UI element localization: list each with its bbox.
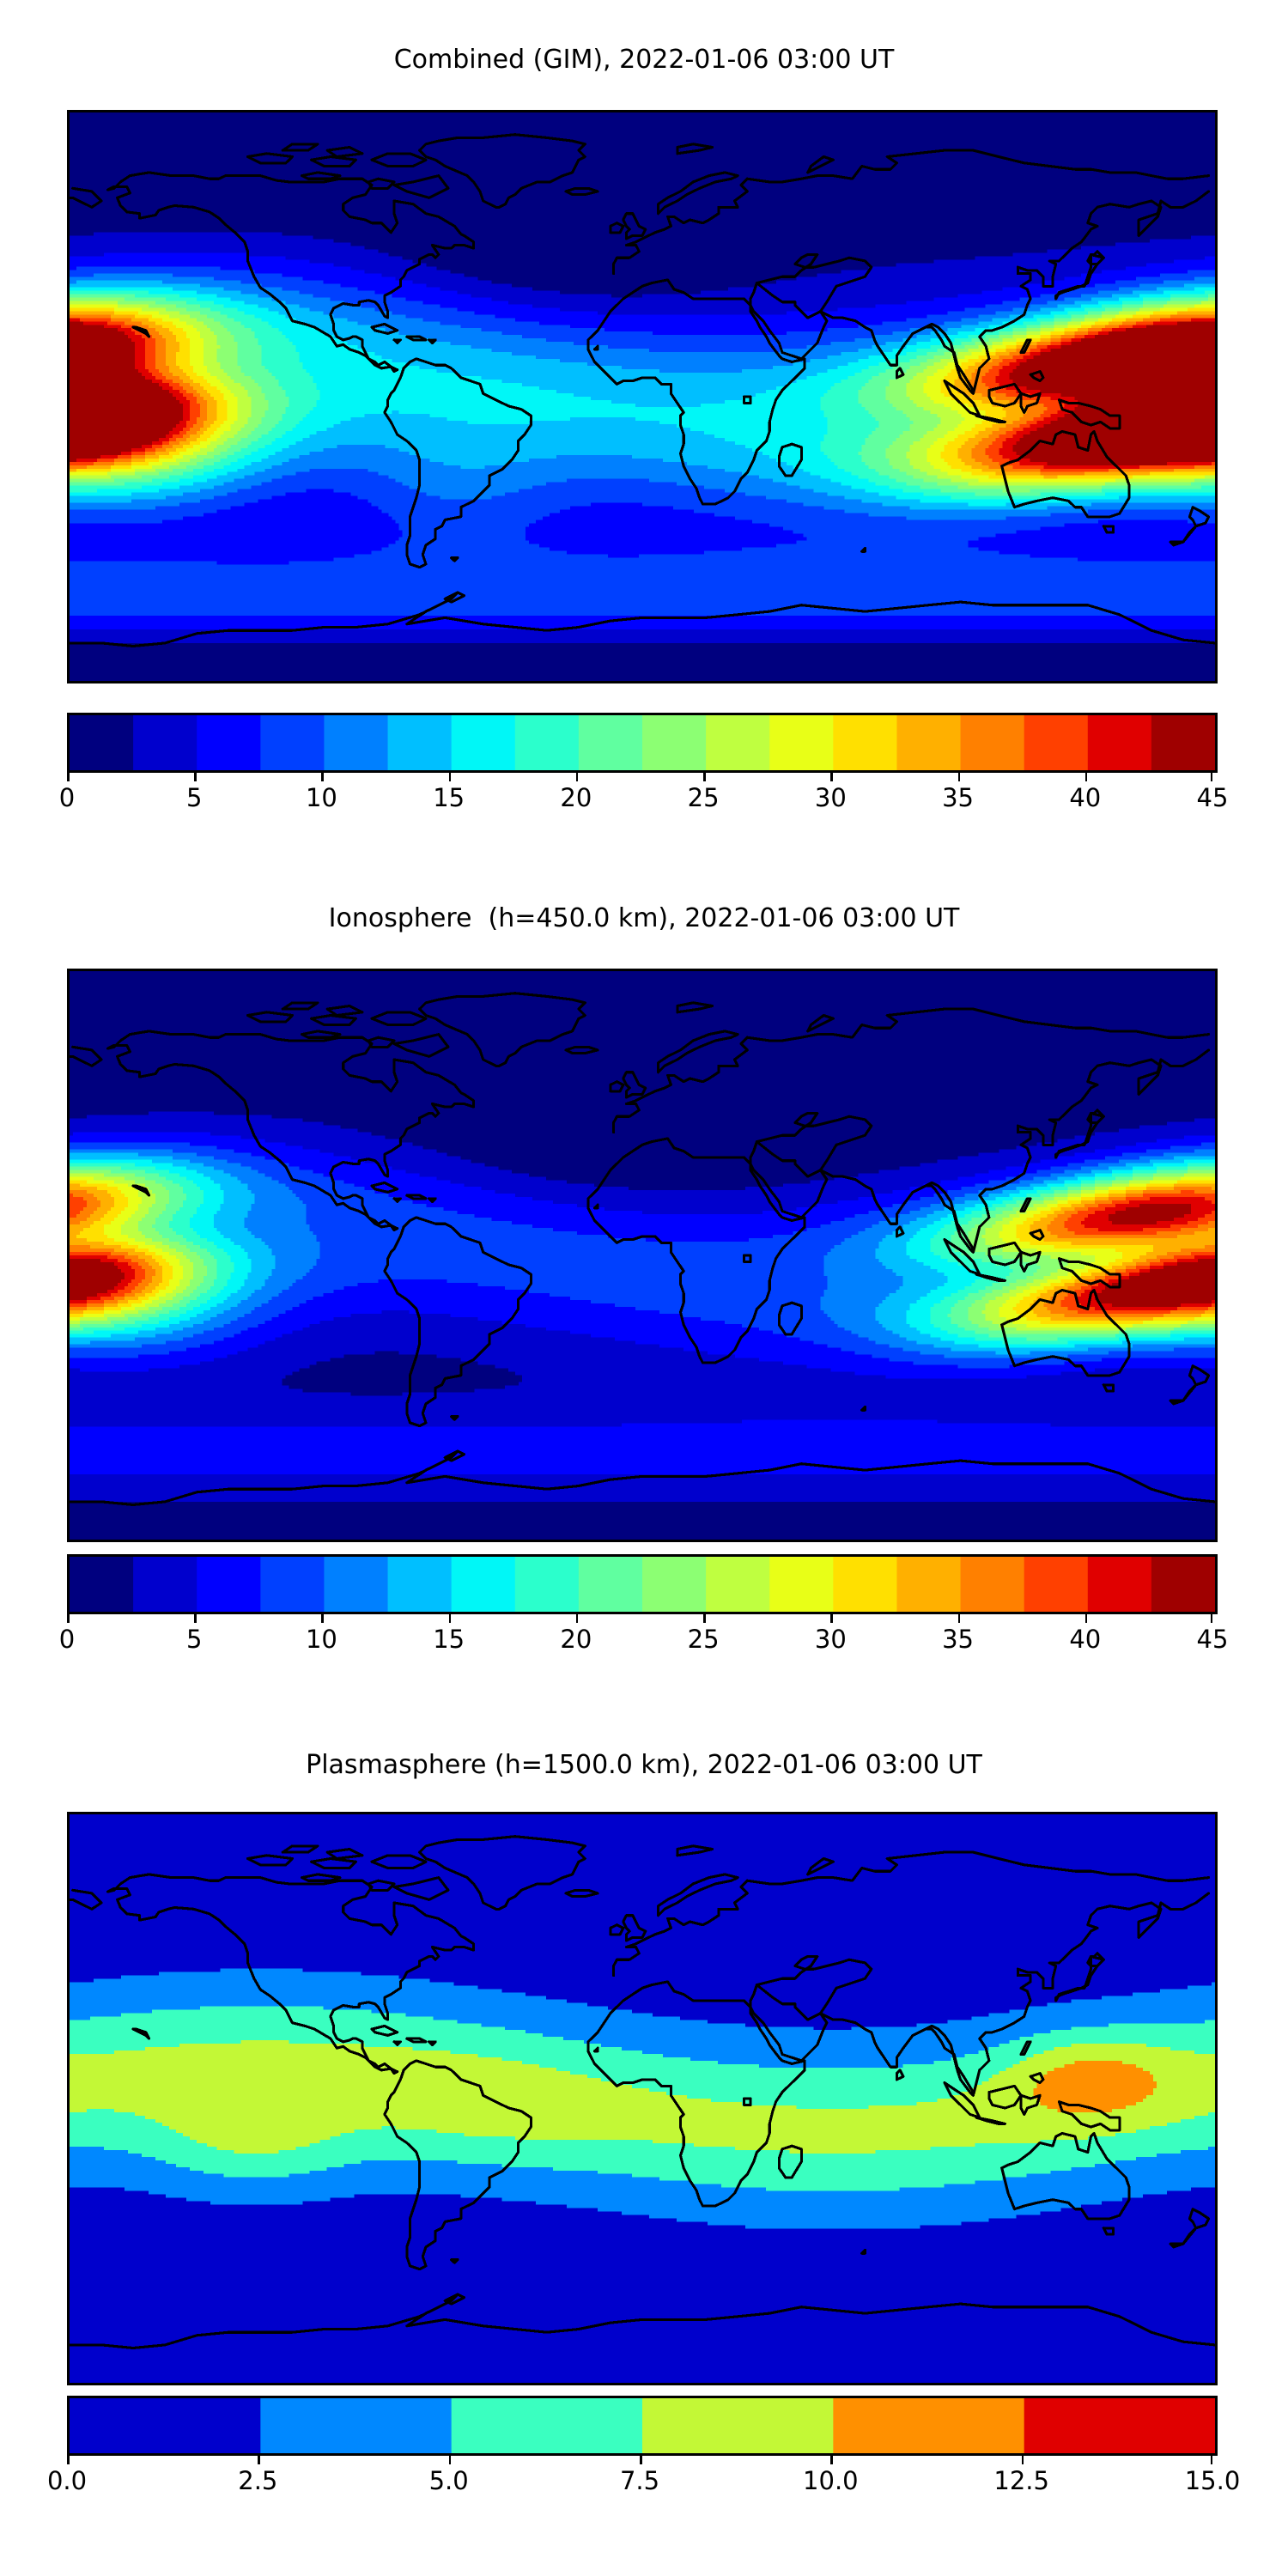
colorbar-tick-label: 30 (814, 1625, 847, 1654)
colorbar-tick-label: 0 (58, 783, 76, 812)
colorbar-tick-label: 10.0 (803, 2466, 859, 2495)
panel-title-combined: Combined (GIM), 2022-01-06 03:00 UT (393, 45, 895, 75)
map-ionosphere (67, 969, 1218, 1542)
colorbar-tick (258, 2453, 260, 2464)
colorbar-tick (830, 1612, 833, 1623)
map-plasmasphere (67, 1812, 1218, 2385)
coastlines (70, 992, 1215, 1507)
colorbar-tick-label: 7.5 (619, 2466, 660, 2495)
colorbar-tick-label: 45 (1196, 783, 1229, 812)
colorbar-tick (703, 1612, 706, 1623)
colorbar-tick-label: 35 (942, 1625, 974, 1654)
colorbar-tick (321, 1612, 324, 1623)
colorbar-tick (448, 2453, 452, 2464)
colorbar-tick (575, 770, 579, 781)
colorbar-tick (957, 1612, 961, 1623)
colorbar-ticks-combined (67, 770, 1212, 784)
colorbar-tick-label: 40 (1069, 783, 1102, 812)
colorbar-tick-label: 12.5 (993, 2466, 1049, 2495)
colorbar-tick (1210, 2453, 1212, 2464)
colorbar-tick-label: 5 (185, 783, 203, 812)
colorbar-tick-label: 35 (942, 783, 974, 812)
colorbar-labels-combined: 0 5 10 15 20 25 30 35 40 45 (59, 783, 1229, 817)
map-combined-gim (67, 110, 1218, 683)
colorbar-tick (703, 770, 706, 781)
colorbar-tick (67, 770, 70, 781)
colorbar-tick-label: 25 (687, 783, 720, 812)
colorbar-combined-gim (67, 713, 1218, 773)
colorbar-ticks-ionosphere (67, 1612, 1212, 1625)
colorbar-tick-label: 15.0 (1184, 2466, 1241, 2495)
colorbar-tick-label: 10 (305, 783, 337, 812)
colorbar-labels-plasmasphere: 0.0 2.5 5.0 7.5 10.0 12.5 15.0 (47, 2466, 1240, 2500)
colorbar-tick (1210, 1612, 1212, 1623)
colorbar-ticks-plasmasphere (67, 2453, 1212, 2467)
colorbar-tick (957, 770, 961, 781)
colorbar-ionosphere (67, 1554, 1218, 1614)
colorbar-tick-label: 5 (185, 1625, 203, 1654)
colorbar-tick (67, 1612, 70, 1623)
colorbar-tick (640, 2453, 642, 2464)
colorbar-tick (321, 770, 324, 781)
colorbar-tick-label: 20 (560, 783, 592, 812)
colorbar-tick (1084, 770, 1088, 781)
colorbar-tick-label: 25 (687, 1625, 720, 1654)
coastlines (70, 133, 1215, 648)
colorbar-tick-label: 20 (560, 1625, 592, 1654)
colorbar-tick (1021, 2453, 1024, 2464)
colorbar-tick (1210, 770, 1212, 781)
coastlines (70, 1835, 1215, 2350)
colorbar-tick-label: 30 (814, 783, 847, 812)
colorbar-tick-label: 10 (305, 1625, 337, 1654)
colorbar-tick (575, 1612, 579, 1623)
colorbar-tick-label: 2.5 (238, 2466, 278, 2495)
colorbar-tick (830, 2453, 833, 2464)
colorbar-tick (67, 2453, 70, 2464)
colorbar-tick-label: 15 (433, 1625, 465, 1654)
colorbar-labels-ionosphere: 0 5 10 15 20 25 30 35 40 45 (59, 1625, 1229, 1659)
colorbar-tick-label: 0 (58, 1625, 76, 1654)
panel-title-ionosphere: Ionosphere (h=450.0 km), 2022-01-06 03:0… (328, 903, 960, 933)
colorbar-tick (194, 770, 197, 781)
colorbar-tick-label: 40 (1069, 1625, 1102, 1654)
colorbar-tick (448, 1612, 452, 1623)
colorbar-tick-label: 15 (433, 783, 465, 812)
colorbar-tick-label: 0.0 (46, 2466, 88, 2495)
panel-title-plasmasphere: Plasmasphere (h=1500.0 km), 2022-01-06 0… (306, 1750, 982, 1780)
colorbar-tick (194, 1612, 197, 1623)
colorbar-tick-label: 45 (1196, 1625, 1229, 1654)
colorbar-tick (830, 770, 833, 781)
colorbar-tick (448, 770, 452, 781)
colorbar-tick-label: 5.0 (428, 2466, 469, 2495)
colorbar-tick (1084, 1612, 1088, 1623)
colorbar-plasmasphere (67, 2396, 1218, 2456)
